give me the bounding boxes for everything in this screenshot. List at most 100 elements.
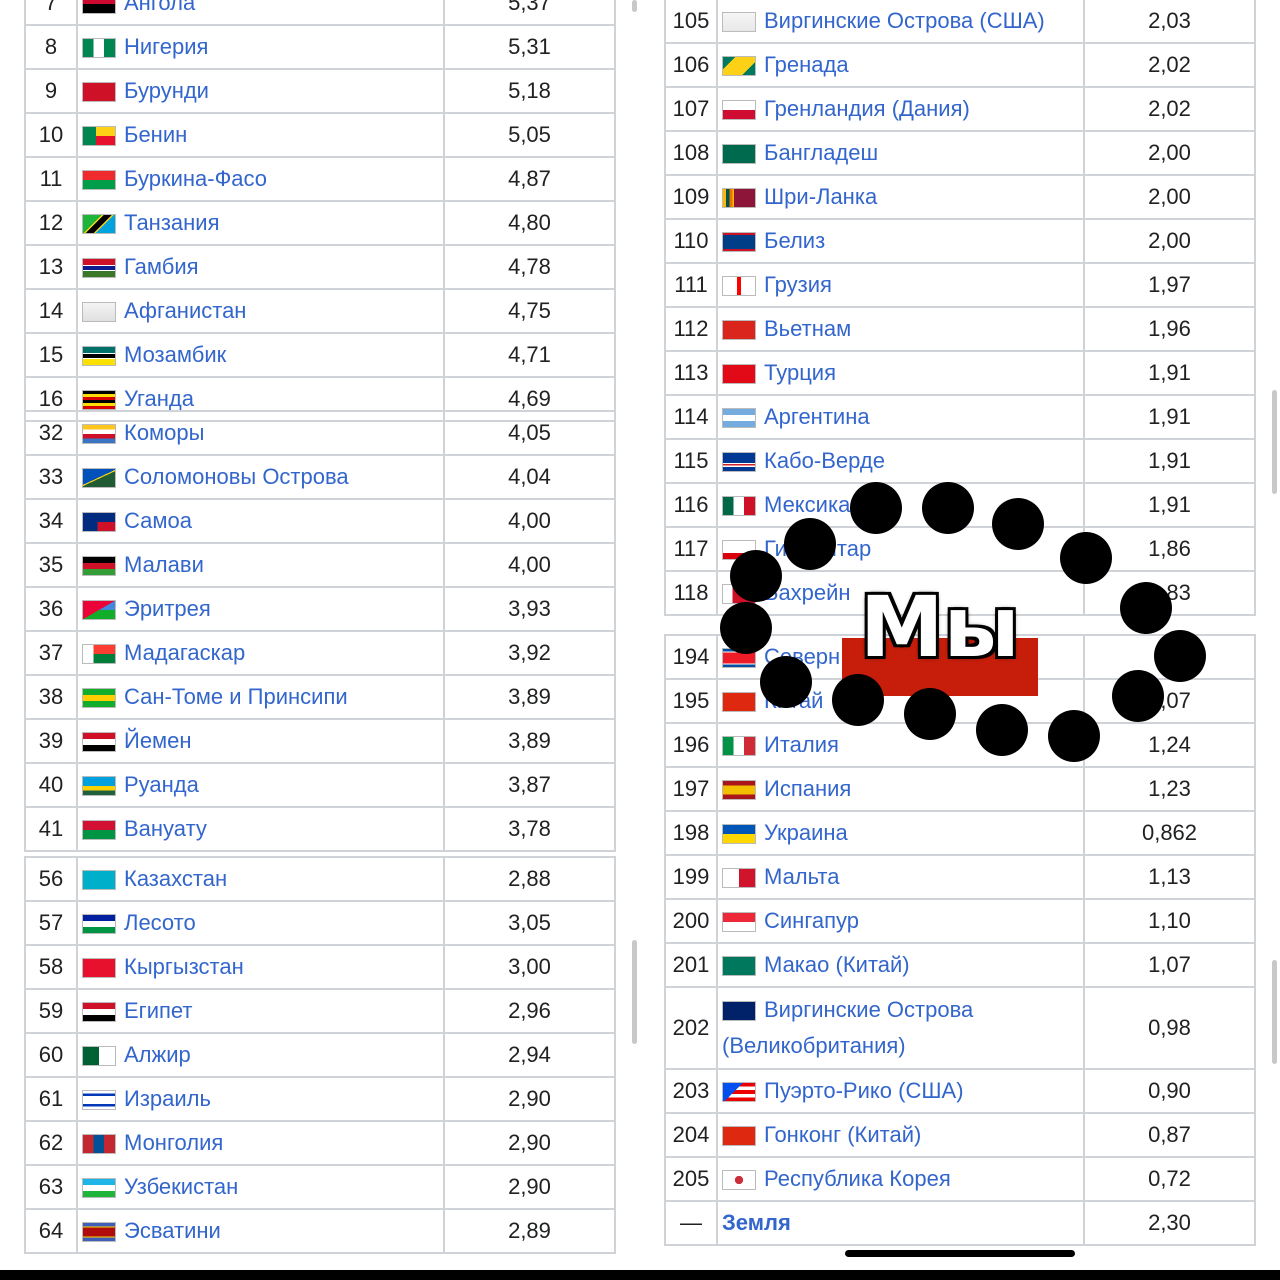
country-link[interactable]: Бенин xyxy=(124,122,188,147)
country-link[interactable]: Эсватини xyxy=(124,1218,221,1243)
country-link[interactable]: Гамбия xyxy=(124,254,199,279)
left-scrollbar[interactable] xyxy=(632,0,637,12)
rwanda-flag-icon xyxy=(82,776,116,797)
country-parent-link[interactable]: (Китай) xyxy=(835,952,910,977)
value-cell: 2,02 xyxy=(1083,42,1256,88)
country-link[interactable]: Узбекистан xyxy=(124,1174,239,1199)
country-link[interactable]: Коморы xyxy=(124,420,205,445)
country-parent-link[interactable]: (Дания) xyxy=(891,96,970,121)
spinner-dot xyxy=(922,482,974,534)
country-link[interactable]: Израиль xyxy=(124,1086,211,1111)
country-link[interactable]: Белиз xyxy=(764,228,826,253)
country-link[interactable]: Вануату xyxy=(124,816,207,841)
country-cell: Аргентина xyxy=(716,394,1085,440)
china-flag-icon xyxy=(722,692,756,713)
overlay-label: Мы xyxy=(860,578,1020,676)
table-row: 205 Республика Корея 0,72 xyxy=(664,1156,1256,1202)
country-link[interactable]: Мадагаскар xyxy=(124,640,246,665)
value-cell: 0,72 xyxy=(1083,1156,1256,1202)
country-link[interactable]: Мексика xyxy=(764,492,851,517)
country-link[interactable]: Республика Корея xyxy=(764,1166,951,1191)
country-link[interactable]: Египет xyxy=(124,998,193,1023)
country-link[interactable]: Монголия xyxy=(124,1130,224,1155)
country-link[interactable]: Малави xyxy=(124,552,204,577)
value-cell: 2,00 xyxy=(1083,130,1256,176)
rank-cell: 195 xyxy=(664,678,718,724)
country-link[interactable]: Грузия xyxy=(764,272,832,297)
country-link[interactable]: Гренада xyxy=(764,52,849,77)
country-link[interactable]: Уганда xyxy=(124,386,194,411)
kyrgyzstan-flag-icon xyxy=(82,958,116,979)
country-link[interactable]: Сан-Томе и Принсипи xyxy=(124,684,348,709)
table-row: 59 Египет 2,96 xyxy=(24,988,616,1034)
table-row: 38 Сан-Томе и Принсипи 3,89 xyxy=(24,674,616,720)
table-row: 60 Алжир 2,94 xyxy=(24,1032,616,1078)
country-link[interactable]: Мальта xyxy=(764,864,840,889)
country-link[interactable]: Шри-Ланка xyxy=(764,184,878,209)
table-row: 200 Сингапур 1,10 xyxy=(664,898,1256,944)
country-link[interactable]: Ангола xyxy=(124,0,196,15)
country-link[interactable]: Украина xyxy=(764,820,848,845)
value-cell: 4,04 xyxy=(443,454,616,500)
left-table-section: 56 Казахстан 2,88 57 Лесото 3,05 58 Кыргызстан 3… xyxy=(24,856,616,1254)
country-cell: Руанда xyxy=(76,762,445,808)
rank-cell: 198 xyxy=(664,810,718,856)
country-link[interactable]: Руанда xyxy=(124,772,199,797)
country-parent-link[interactable]: (США) xyxy=(898,1078,964,1103)
kazakhstan-flag-icon xyxy=(82,870,116,891)
country-link[interactable]: Мозамбик xyxy=(124,342,227,367)
country-cell: Земля xyxy=(716,1200,1085,1246)
country-link[interactable]: Земля xyxy=(722,1210,791,1235)
country-link[interactable]: Сингапур xyxy=(764,908,860,933)
table-row: 13 Гамбия 4,78 xyxy=(24,244,616,290)
value-cell: 4,80 xyxy=(443,200,616,246)
country-link[interactable]: Буркина-Фасо xyxy=(124,166,268,191)
country-link[interactable]: Алжир xyxy=(124,1042,191,1067)
rank-cell: 117 xyxy=(664,526,718,572)
right-scrollbar[interactable] xyxy=(1272,390,1277,494)
country-link[interactable]: Бурунди xyxy=(124,78,209,103)
rank-cell: 57 xyxy=(24,900,78,946)
country-link[interactable]: Гонконг xyxy=(764,1122,842,1147)
comoros-flag-icon xyxy=(82,424,116,445)
country-link[interactable]: Лесото xyxy=(124,910,196,935)
country-link[interactable]: Эритрея xyxy=(124,596,211,621)
country-link[interactable]: Гренландия xyxy=(764,96,886,121)
value-cell: 4,00 xyxy=(443,498,616,544)
right-scrollbar-lower[interactable] xyxy=(1272,960,1277,1064)
country-link[interactable]: Макао xyxy=(764,952,830,977)
country-link[interactable]: Казахстан xyxy=(124,866,228,891)
country-cell: Гамбия xyxy=(76,244,445,290)
country-link[interactable]: Италия xyxy=(764,732,839,757)
country-link[interactable]: Танзания xyxy=(124,210,220,235)
greenland-flag-icon xyxy=(722,100,756,121)
country-link-line2[interactable]: (Великобритания) xyxy=(722,1033,906,1058)
country-cell: Республика Корея xyxy=(716,1156,1085,1202)
country-link[interactable]: Турция xyxy=(764,360,836,385)
value-cell: 1,97 xyxy=(1083,262,1256,308)
country-link[interactable]: Испания xyxy=(764,776,852,801)
country-cell: Соломоновы Острова xyxy=(76,454,445,500)
country-link[interactable]: Афганистан xyxy=(124,298,247,323)
bvi-flag-icon xyxy=(722,1001,756,1022)
country-link[interactable]: Вьетнам xyxy=(764,316,852,341)
country-link[interactable]: Виргинские Острова xyxy=(764,997,974,1022)
saotome-flag-icon xyxy=(82,688,116,709)
country-link[interactable]: Кыргызстан xyxy=(124,954,244,979)
country-link[interactable]: Пуэрто-Рико xyxy=(764,1078,893,1103)
country-link[interactable]: Самоа xyxy=(124,508,192,533)
country-link[interactable]: Соломоновы Острова xyxy=(124,464,349,489)
ukraine-flag-icon xyxy=(722,824,756,845)
country-link[interactable]: Нигерия xyxy=(124,34,209,59)
country-link[interactable]: Йемен xyxy=(124,728,192,753)
country-parent-link[interactable]: (Китай) xyxy=(847,1122,922,1147)
tanzania-flag-icon xyxy=(82,214,116,235)
country-link[interactable]: Аргентина xyxy=(764,404,870,429)
country-link[interactable]: Кабо-Верде xyxy=(764,448,885,473)
gambia-flag-icon xyxy=(82,258,116,279)
country-link[interactable]: Бангладеш xyxy=(764,140,879,165)
left-scrollbar-lower[interactable] xyxy=(632,940,637,1044)
country-link[interactable]: Виргинские Острова (США) xyxy=(764,8,1045,33)
country-cell: Гонконг (Китай) xyxy=(716,1112,1085,1158)
rank-cell: 56 xyxy=(24,856,78,902)
